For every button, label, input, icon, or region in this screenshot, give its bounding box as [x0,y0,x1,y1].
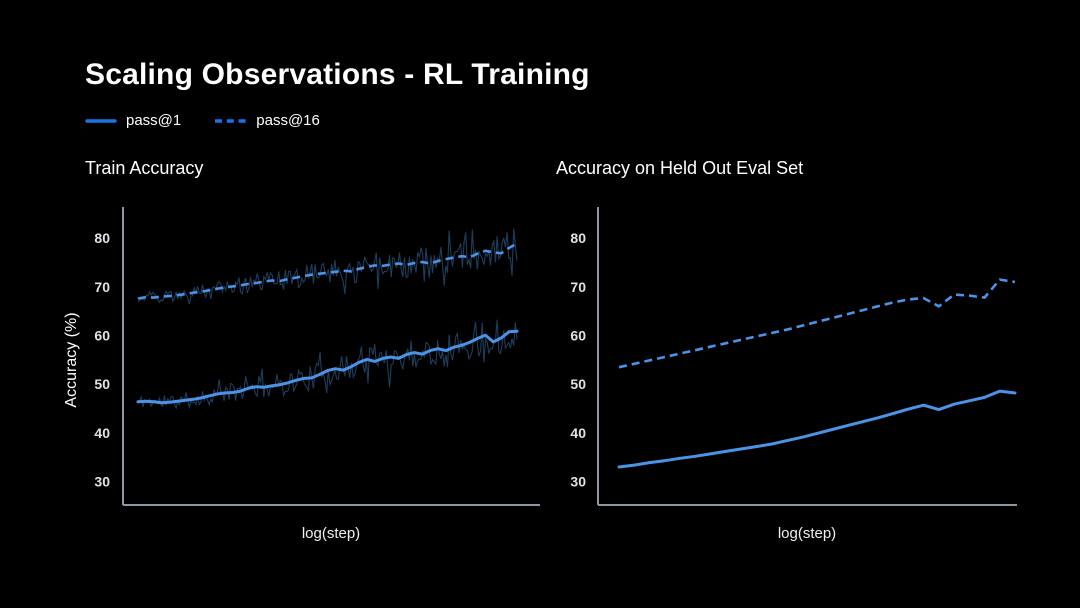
y-tick-label-40: 40 [94,425,110,441]
train-chart-title: Train Accuracy [85,158,204,178]
legend-solid-line-icon [85,117,117,125]
pass1-raw-noise-line [137,319,518,410]
x-axis-label-left: log(step) [302,525,360,542]
train-accuracy-chart: 30 40 50 60 70 80 Accuracy (%) log(step) [63,207,540,542]
y-tick-label-60: 60 [94,328,110,344]
pass16-raw-noise-line [137,228,518,305]
y-tick-label-70: 70 [570,279,586,295]
y-tick-label-60: 60 [570,328,586,344]
pass16-series-line [618,278,1016,369]
y-axis-label: Accuracy (%) [63,312,80,407]
x-axis-label-right: log(step) [778,525,836,542]
y-tick-label-50: 50 [570,376,586,392]
y-tick-label-80: 80 [570,230,586,246]
legend-label-pass16: pass@16 [256,112,320,129]
y-tick-label-80: 80 [94,230,110,246]
y-tick-label-30: 30 [570,474,586,490]
eval-chart-title: Accuracy on Held Out Eval Set [556,158,804,178]
legend-label-pass1: pass@1 [126,112,182,129]
pass1-series-line [617,389,1017,469]
train-plot-area: 30 40 50 60 70 80 [94,207,540,506]
pass1-series-line [136,329,519,405]
y-tick-label-50: 50 [94,376,110,392]
y-tick-label-30: 30 [94,474,110,490]
slide-title: Scaling Observations - RL Training [85,58,590,91]
eval-plot-area: 30 40 50 60 70 80 [570,207,1017,506]
legend-dashed-line-icon [215,117,248,125]
y-tick-label-70: 70 [94,279,110,295]
y-tick-label-40: 40 [570,425,586,441]
eval-accuracy-chart: 30 40 50 60 70 80 log(step) [570,207,1017,542]
legend: pass@1 pass@16 [85,112,320,129]
